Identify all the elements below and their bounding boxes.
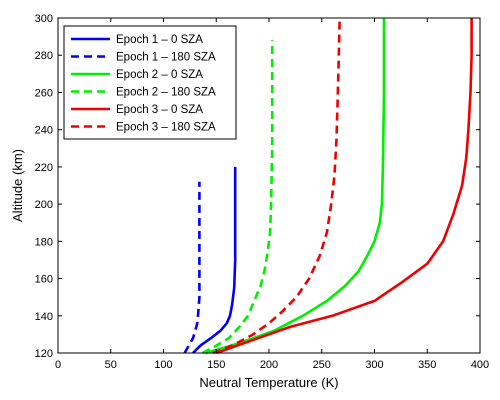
series-layer	[183, 17, 473, 355]
series-line-4	[201, 40, 274, 355]
legend-entry-label: Epoch 3 – 0 SZA	[116, 104, 203, 116]
x-tick-label: 300	[365, 359, 383, 371]
series-line-5	[215, 18, 473, 355]
y-tick-label: 180	[35, 236, 53, 248]
legend-entry-label: Epoch 3 – 180 SZA	[116, 122, 216, 134]
y-tick-label: 280	[35, 50, 53, 62]
x-tick-label: 150	[207, 359, 225, 371]
y-tick-label: 120	[35, 348, 53, 360]
series-line-2	[183, 181, 201, 354]
legend-entry-label: Epoch 2 – 180 SZA	[116, 87, 216, 99]
y-tick-label: 220	[35, 162, 53, 174]
y-tick-label: 160	[35, 274, 53, 286]
y-tick-label: 300	[35, 13, 53, 25]
y-axis-label: Altitude (km)	[10, 149, 25, 222]
y-tick-label: 200	[35, 199, 53, 211]
x-tick-label: 100	[154, 359, 172, 371]
y-tick-label: 240	[35, 125, 53, 137]
series-line-6	[212, 17, 341, 355]
legend-entry-label: Epoch 1 – 180 SZA	[116, 52, 216, 64]
legend-entry-label: Epoch 2 – 0 SZA	[116, 69, 203, 81]
legend-box	[63, 25, 237, 140]
x-tick-label: 350	[418, 359, 436, 371]
x-axis-label: Neutral Temperature (K)	[199, 375, 338, 390]
legend: Epoch 1 – 0 SZA Epoch 1 – 180 SZA Epoch 2 …	[63, 25, 237, 140]
x-tick-label: 50	[105, 359, 117, 371]
series-line-3	[205, 18, 386, 355]
series-line-1	[192, 166, 237, 354]
legend-entry-label: Epoch 1 – 0 SZA	[116, 34, 203, 46]
x-tick-label: 400	[471, 359, 489, 371]
ticks-layer: 0 50 100 150 200 250 300 350 400 120 140 160 180 200 2…	[35, 13, 490, 371]
x-tick-label: 200	[260, 359, 278, 371]
x-tick-label: 250	[313, 359, 331, 371]
y-tick-label: 260	[35, 87, 53, 99]
x-tick-label: 0	[55, 359, 61, 371]
y-tick-label: 140	[35, 311, 53, 323]
